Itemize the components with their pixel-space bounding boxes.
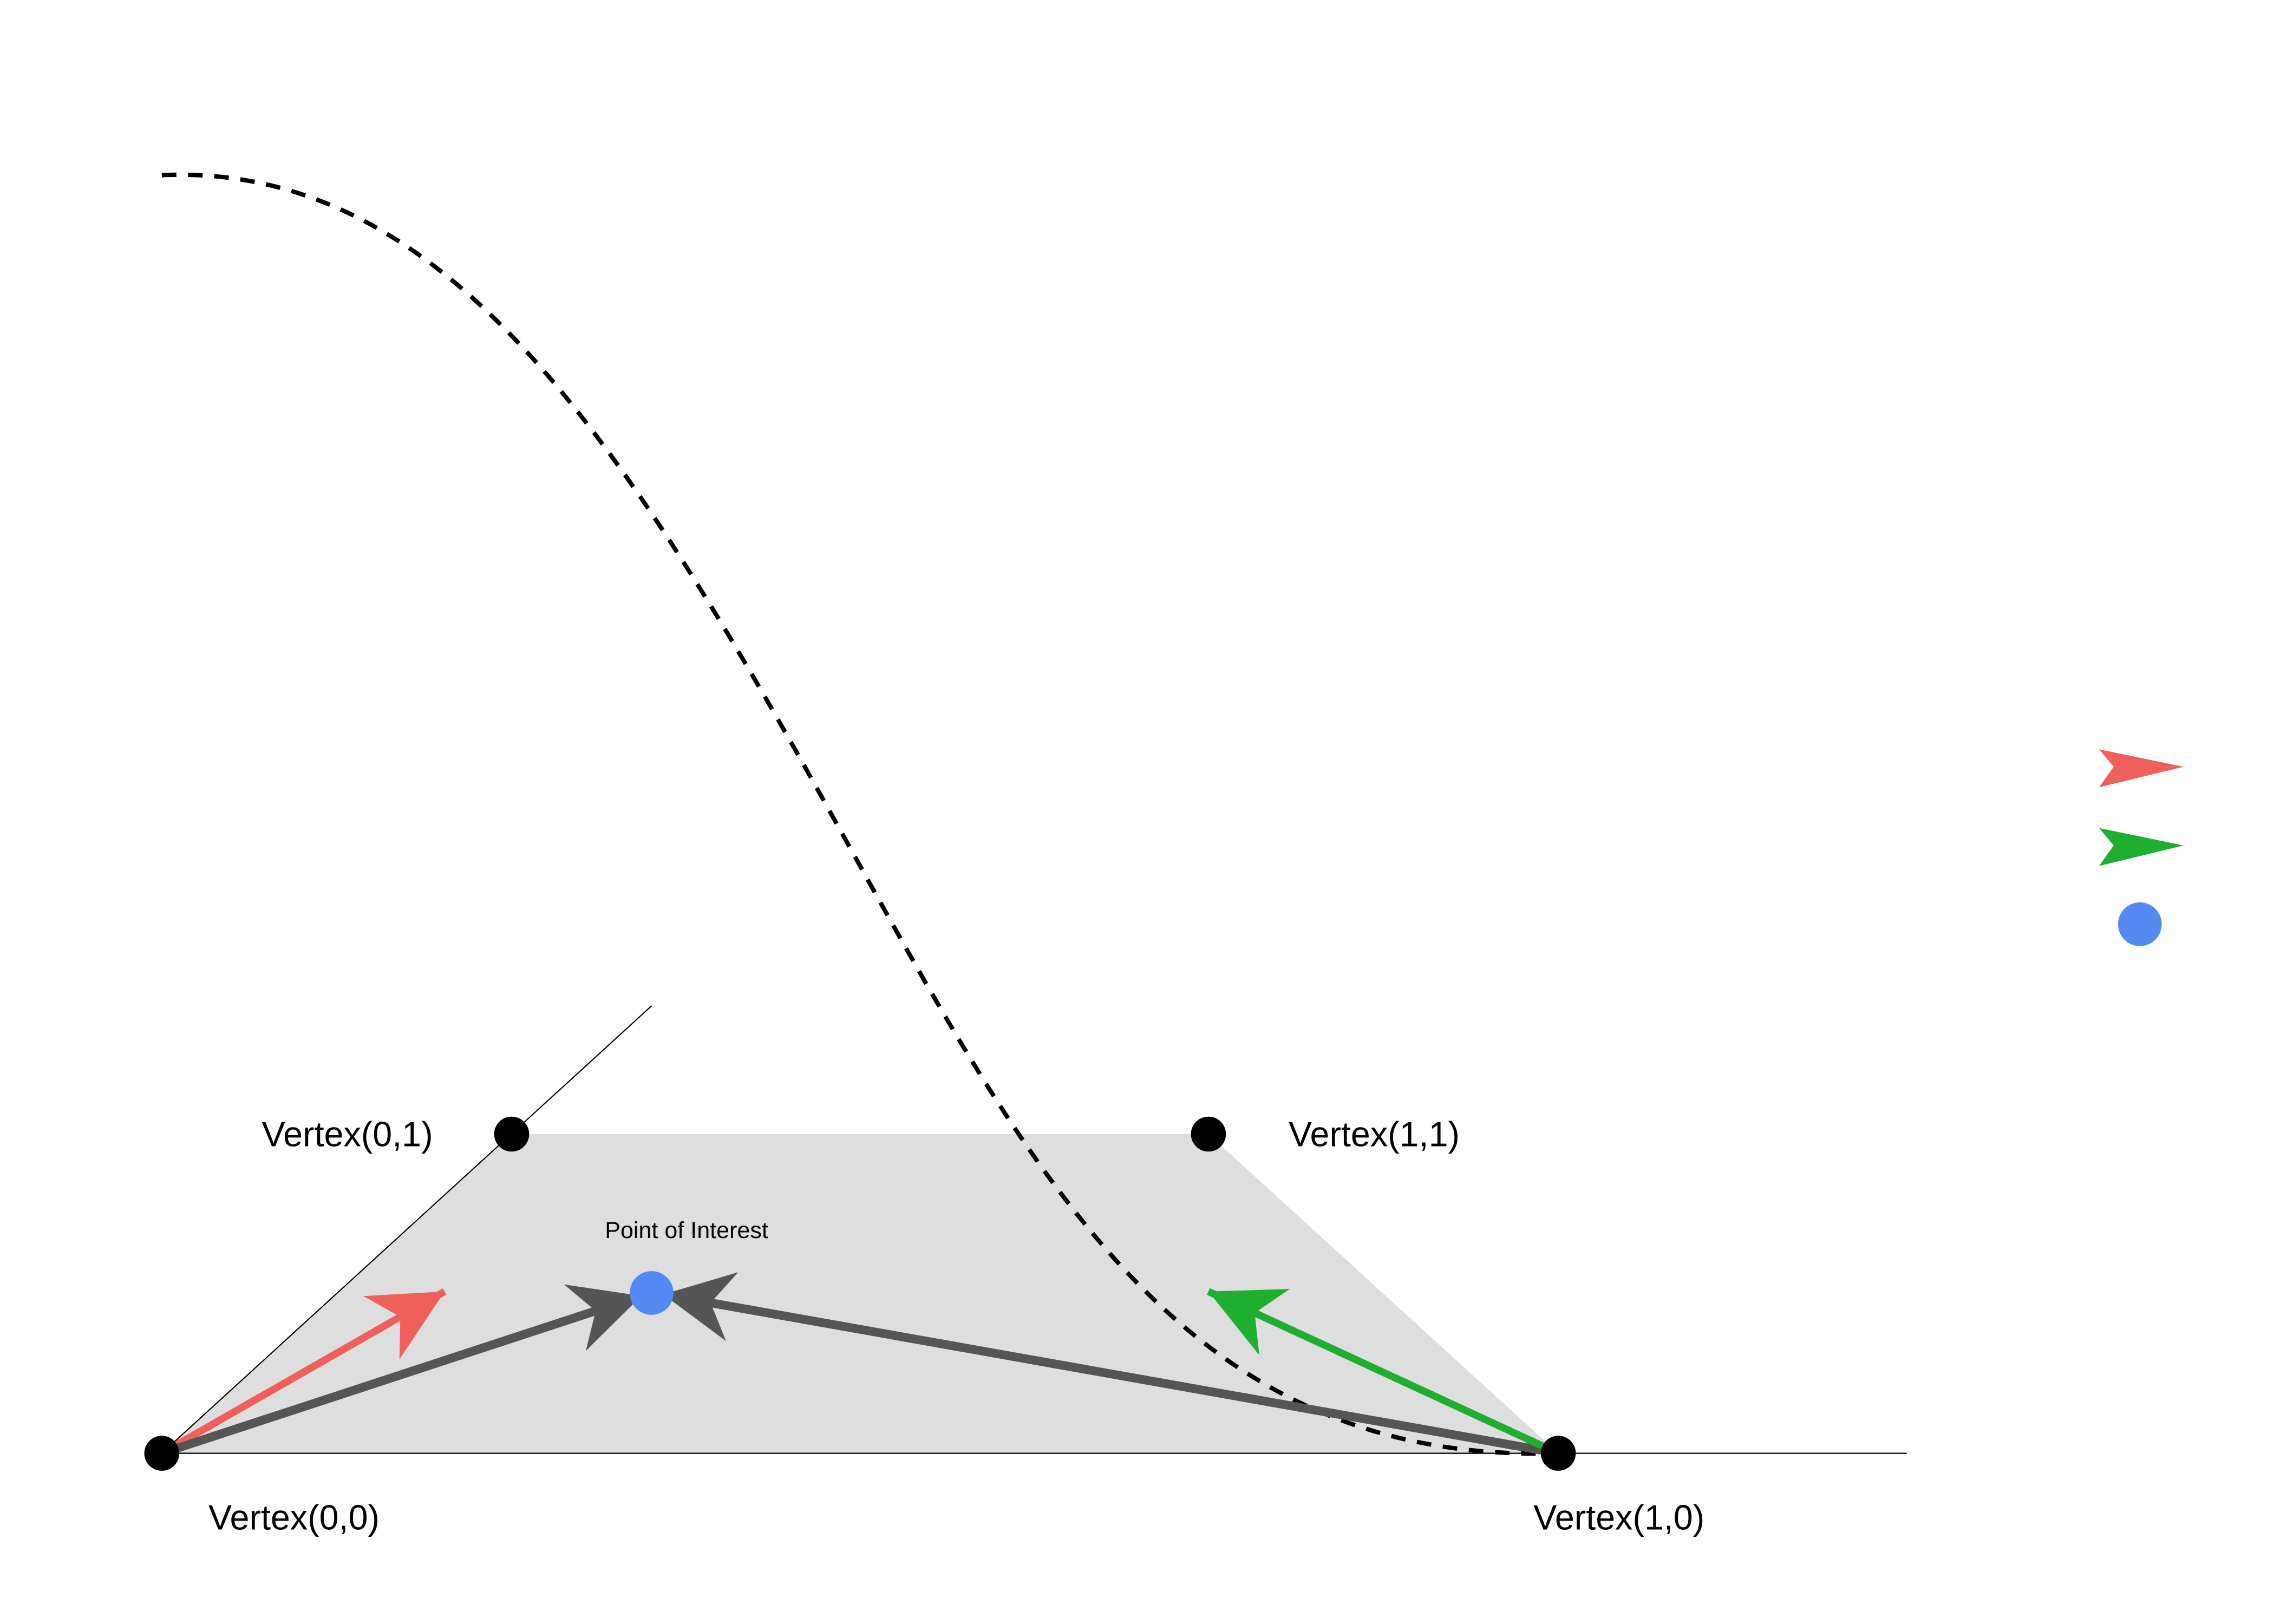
red-arrow (160, 1288, 447, 1457)
vertex-label: Vertex(0,1) (262, 1115, 433, 1154)
vertex (494, 1116, 530, 1152)
legend-icon (2099, 749, 2184, 788)
point-label: Point of Interest (605, 1217, 768, 1243)
green-arrow (1207, 1288, 1560, 1457)
vertex-label: Vertex(0,0) (208, 1498, 380, 1537)
legend-icon (2099, 828, 2184, 866)
vertex-label: Vertex(1,0) (1533, 1498, 1704, 1537)
dashed-curve (161, 172, 1559, 1456)
vertex (1191, 1116, 1226, 1152)
axis-v (161, 1005, 652, 1454)
gray-arrow (662, 1272, 1559, 1458)
vertex (144, 1436, 180, 1471)
point-of-interest (630, 1271, 674, 1315)
face (161, 1134, 1559, 1453)
vertex (1540, 1436, 1576, 1471)
legend-icon (2118, 902, 2162, 946)
vertex-label: Vertex(1,1) (1289, 1115, 1460, 1154)
gray-arrow (160, 1284, 643, 1458)
